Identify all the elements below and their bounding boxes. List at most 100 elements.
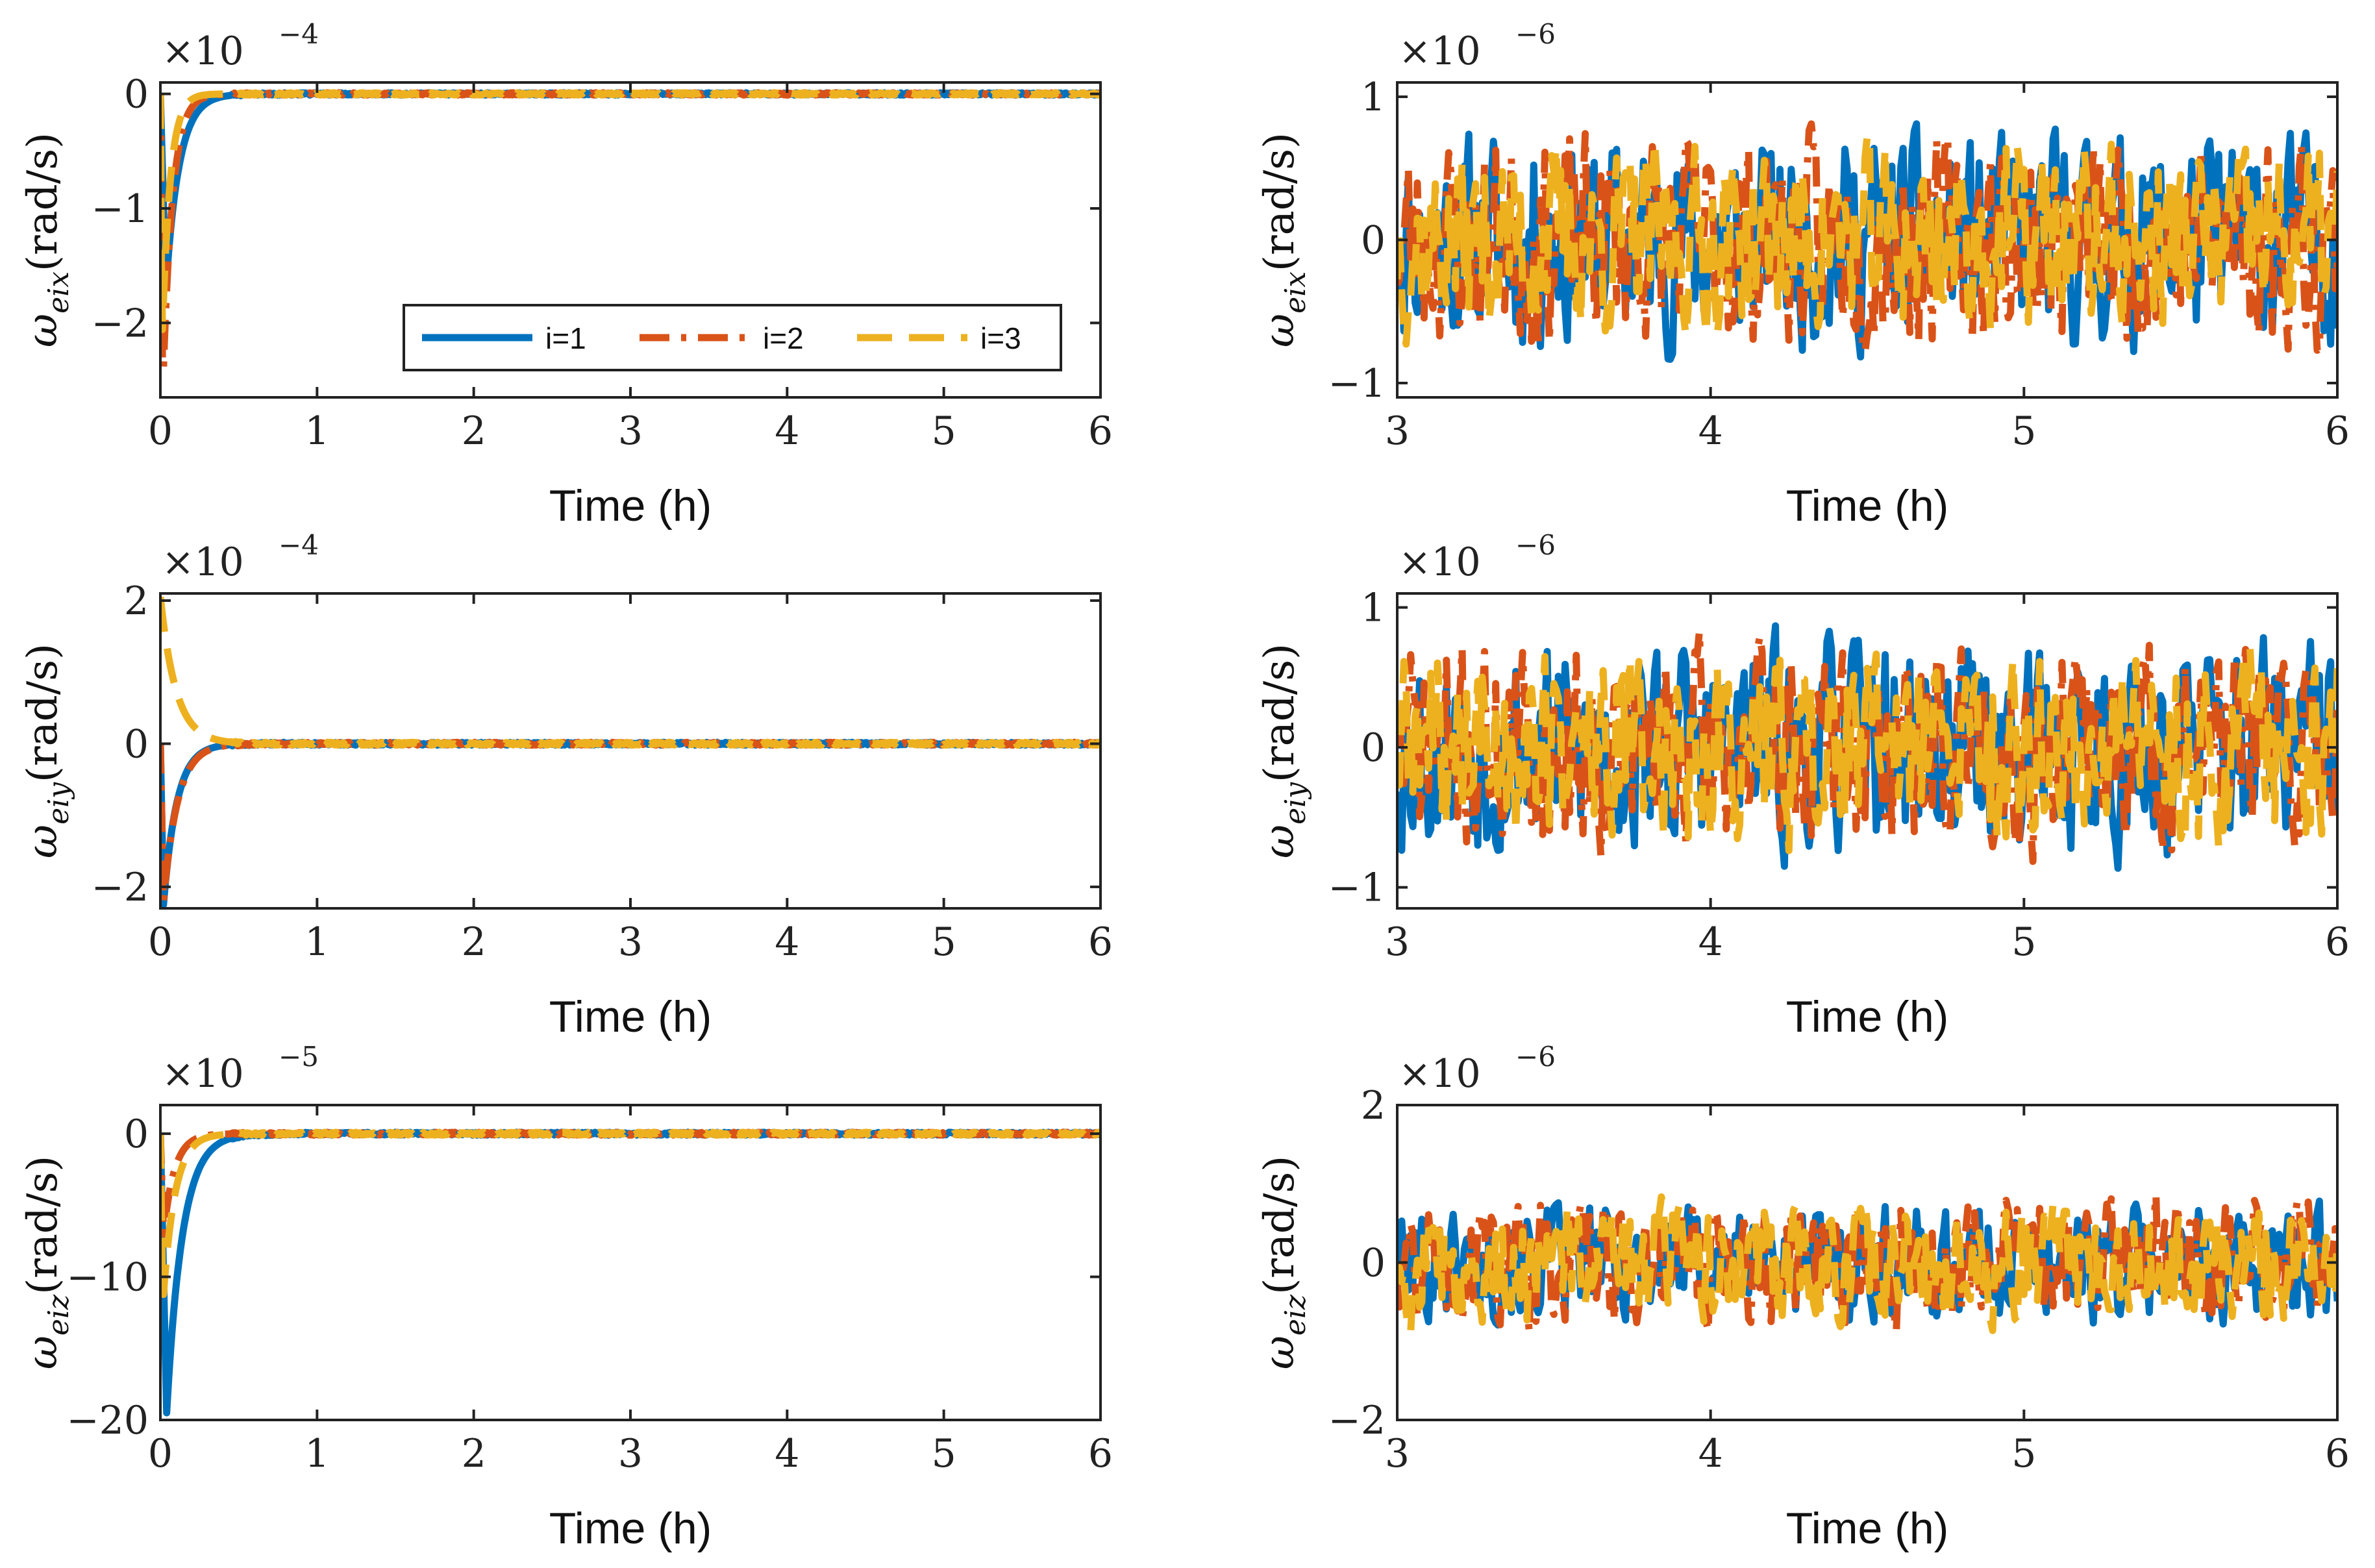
series-line-i3 [1397,132,2337,348]
axis-exponent-power: −6 [1515,18,1556,50]
y-tick-label: −20 [66,1398,149,1443]
x-tick-label: 6 [1088,408,1113,454]
series-group [1397,1191,2337,1336]
x-tick-label: 4 [1698,408,1723,454]
axis-exponent: ×10 [1399,1051,1481,1097]
series-line-i2 [1397,120,2337,355]
legend-label: i=3 [980,321,1021,355]
axis-exponent: ×10 [162,1051,244,1097]
subplot-3: 0 1 2 3 4 5 6 −2 0 2 ×10 −4 Time (h) ωeiy(rad/s) [19,529,1113,1041]
y-tick-label: 1 [1361,586,1386,631]
series-line-i1 [160,1128,1100,1417]
x-axis-label: Time (h) [549,481,712,530]
x-tick-label: 2 [462,1431,486,1476]
x-tick-label: 4 [1698,1431,1723,1476]
axis-exponent-power: −4 [279,529,319,561]
axes-frame [159,592,1102,910]
x-tick-label: 0 [148,1431,173,1476]
y-tick-label: 0 [1361,1241,1386,1286]
x-axis-label: Time (h) [549,1504,712,1553]
x-tick-label: 3 [618,919,643,965]
y-tick-label: −2 [92,301,149,346]
y-axis-label: ωeix(rad/s) [19,132,75,347]
x-tick-label: 0 [148,408,173,454]
x-axis-label: Time (h) [549,992,712,1041]
series-group [160,1128,1100,1417]
series-group [1397,622,2337,872]
x-tick-label: 3 [1385,1431,1410,1476]
x-axis-label: Time (h) [1786,992,1949,1041]
x-tick-label: 6 [2325,408,2350,454]
x-tick-label: 4 [1698,919,1723,965]
x-tick-label: 2 [462,919,486,965]
y-axis-label: ωeiz(rad/s) [1256,1156,1312,1370]
series-group [160,596,1100,908]
legend-label: i=2 [763,321,804,355]
x-tick-label: 4 [775,1431,799,1476]
y-tick-label: 2 [1361,1083,1386,1128]
x-tick-label: 4 [775,919,799,965]
series-group [1397,120,2337,363]
axis-exponent: ×10 [162,29,244,74]
subplot-6: 3 4 5 6 −2 0 2 ×10 −6 Time (h) ωeiz(rad/s) [1256,1041,2350,1553]
y-tick-label: −10 [66,1255,149,1300]
x-tick-label: 6 [1088,1431,1113,1476]
x-tick-label: 5 [2011,408,2036,454]
x-tick-label: 6 [2325,919,2350,965]
x-tick-label: 5 [932,408,956,454]
y-axis-label: ωeix(rad/s) [1256,132,1312,347]
subplot-2: 3 4 5 6 −1 0 1 ×10 −6 Time (h) ωeix(rad/s) [1256,18,2350,530]
axis-exponent-power: −5 [279,1041,319,1073]
x-tick-label: 1 [305,919,329,965]
y-axis-label: ωeiy(rad/s) [19,643,75,858]
x-axis-label: Time (h) [1786,481,1949,530]
x-tick-label: 3 [618,1431,643,1476]
axis-exponent: ×10 [162,540,244,585]
y-tick-label: −1 [92,186,149,232]
y-tick-label: −2 [92,865,149,910]
y-tick-label: 0 [124,1112,149,1157]
axes-frame [1396,592,2339,910]
y-tick-label: −1 [1328,865,1386,911]
x-tick-label: 3 [1385,919,1410,965]
x-tick-label: 6 [1088,919,1113,965]
x-tick-label: 6 [2325,1431,2350,1476]
y-tick-label: 0 [1361,725,1386,771]
series-line-i1 [160,89,1100,283]
x-tick-label: 5 [2011,1431,2036,1476]
y-tick-label: 0 [124,72,149,118]
y-tick-label: 1 [1361,75,1386,120]
x-tick-label: 2 [462,408,486,454]
axis-exponent-power: −4 [279,18,319,50]
x-axis-label: Time (h) [1786,1504,1949,1553]
legend-label: i=1 [545,321,586,355]
series-line-i2 [160,738,1100,905]
x-tick-label: 4 [775,408,799,454]
series-line-i2 [160,1128,1100,1238]
y-tick-label: 0 [1361,218,1386,264]
subplot-5: 0 1 2 3 4 5 6 −20 −10 0 ×10 −5 Time (h) ωeiz(rad/s) [19,1041,1113,1553]
y-axis-label: ωeiy(rad/s) [1256,643,1312,858]
x-tick-label: 5 [932,919,956,965]
y-tick-label: 0 [124,721,149,767]
series-line-i3 [160,1128,1100,1299]
subplot-4: 3 4 5 6 −1 0 1 ×10 −6 Time (h) ωeiy(rad/s) [1256,529,2350,1041]
y-tick-label: −2 [1328,1398,1386,1443]
y-tick-label: −1 [1328,361,1386,406]
y-axis-label: ωeiz(rad/s) [19,1156,75,1370]
x-tick-label: 5 [2011,919,2036,965]
axis-exponent: ×10 [1399,29,1481,74]
legend: i=1 i=2 i=3 [403,304,1062,371]
x-tick-label: 5 [932,1431,956,1476]
x-tick-label: 3 [618,408,643,454]
x-tick-label: 3 [1385,408,1410,454]
axis-exponent: ×10 [1399,540,1481,585]
series-line-i3 [1397,643,2337,854]
series-line-i1 [160,738,1100,908]
axis-exponent-power: −6 [1515,1041,1556,1073]
series-line-i3 [1397,1193,2337,1336]
x-tick-label: 1 [305,1431,329,1476]
x-tick-label: 0 [148,919,173,965]
